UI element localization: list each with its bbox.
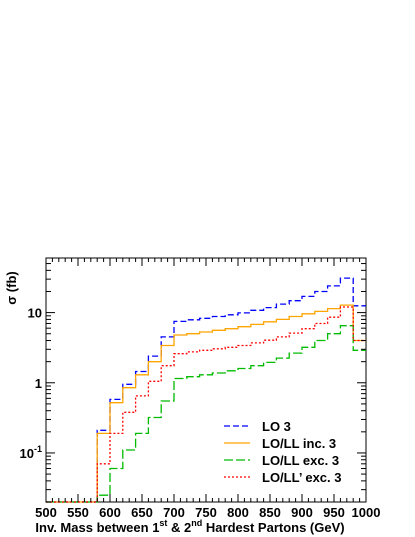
series-line-1 — [46, 304, 366, 503]
y-axis-title: σ (fb) — [4, 271, 19, 304]
x-axis-title: Inv. Mass between 1st & 2nd Hardest Part… — [35, 518, 344, 535]
y-tick-label: 10-1 — [20, 444, 42, 461]
ticks-group: 500 550 600 650 700 750 800 850 900 950 1000 10 1 10-… — [20, 257, 381, 520]
x-tick-label: 600 — [99, 505, 121, 520]
x-tick-label: 500 — [35, 505, 57, 520]
series-line-3 — [46, 306, 366, 503]
x-axis-title-sup1: st — [159, 518, 167, 528]
x-axis-title-part1: Inv. Mass between 1 — [35, 520, 159, 535]
y-tick-label: 10 — [28, 306, 42, 321]
series-group — [46, 277, 366, 503]
legend-label: LO/LL’ exc. 3 — [262, 470, 341, 485]
x-tick-label: 850 — [259, 505, 281, 520]
x-tick-label: 700 — [163, 505, 185, 520]
x-tick-label: 650 — [131, 505, 153, 520]
x-tick-label: 800 — [227, 505, 249, 520]
x-tick-label: 550 — [67, 505, 89, 520]
series-line-0 — [46, 277, 366, 503]
legend: LO 3 LO/LL inc. 3 LO/LL exc. 3 LO/LL’ exc. … — [224, 419, 341, 485]
legend-label: LO/LL inc. 3 — [262, 436, 336, 451]
x-axis-title-part3: Hardest Partons (GeV) — [202, 520, 344, 535]
x-axis-title-sup2: nd — [191, 518, 202, 528]
series-line-2 — [46, 325, 366, 503]
legend-label: LO 3 — [262, 419, 291, 434]
x-tick-label: 750 — [195, 505, 217, 520]
x-axis-title-part2: & 2 — [167, 520, 191, 535]
x-tick-label: 900 — [291, 505, 313, 520]
x-tick-label: 1000 — [352, 505, 381, 520]
y-tick-label: 1 — [35, 376, 42, 391]
legend-label: LO/LL exc. 3 — [262, 453, 339, 468]
x-tick-label: 950 — [323, 505, 345, 520]
